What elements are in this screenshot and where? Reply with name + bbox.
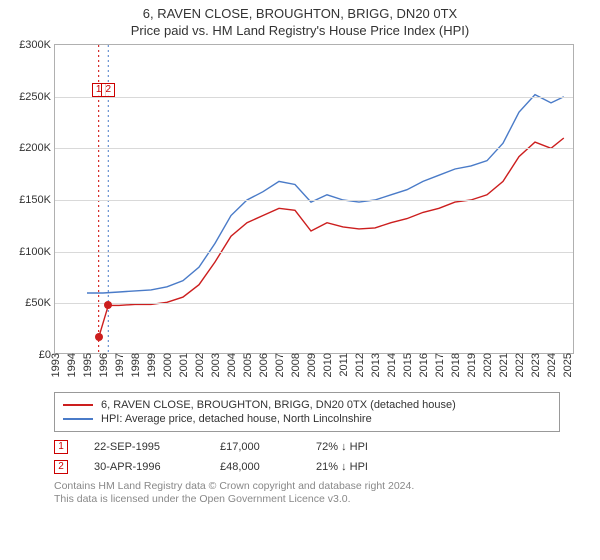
sale-point <box>104 301 112 309</box>
x-tick-label: 2003 <box>208 353 222 377</box>
x-tick-label: 2017 <box>432 353 446 377</box>
x-tick-label: 2004 <box>224 353 238 377</box>
x-tick-label: 2025 <box>560 353 574 377</box>
legend: 6, RAVEN CLOSE, BROUGHTON, BRIGG, DN20 0… <box>54 392 560 432</box>
attribution-line: Contains HM Land Registry data © Crown c… <box>54 480 560 493</box>
y-tick-label: £100K <box>19 246 55 258</box>
sales-list: 1 22-SEP-1995 £17,000 72% ↓ HPI 2 30-APR… <box>54 440 560 474</box>
gridline <box>55 148 573 149</box>
x-tick-label: 2013 <box>368 353 382 377</box>
sale-date: 30-APR-1996 <box>94 461 194 473</box>
x-tick-label: 2018 <box>448 353 462 377</box>
x-tick-label: 1998 <box>128 353 142 377</box>
sale-row: 1 22-SEP-1995 £17,000 72% ↓ HPI <box>54 440 560 454</box>
y-tick-label: £150K <box>19 194 55 206</box>
legend-label: HPI: Average price, detached house, Nort… <box>101 413 372 425</box>
x-tick-label: 1996 <box>96 353 110 377</box>
title-line-1: 6, RAVEN CLOSE, BROUGHTON, BRIGG, DN20 0… <box>0 6 600 21</box>
legend-item: HPI: Average price, detached house, Nort… <box>63 413 551 425</box>
x-tick-label: 2012 <box>352 353 366 377</box>
gridline <box>55 303 573 304</box>
gridline <box>55 252 573 253</box>
legend-item: 6, RAVEN CLOSE, BROUGHTON, BRIGG, DN20 0… <box>63 399 551 411</box>
x-tick-label: 2001 <box>176 353 190 377</box>
sale-marker-box: 2 <box>101 83 115 97</box>
series-line-property <box>99 138 564 337</box>
sale-price: £48,000 <box>220 461 290 473</box>
x-tick-label: 2010 <box>320 353 334 377</box>
x-tick-label: 2006 <box>256 353 270 377</box>
sale-delta: 21% ↓ HPI <box>316 461 368 473</box>
x-tick-label: 2019 <box>464 353 478 377</box>
sale-point <box>95 333 103 341</box>
x-tick-label: 2007 <box>272 353 286 377</box>
gridline <box>55 200 573 201</box>
plot-area: £0£50K£100K£150K£200K£250K£300K199319941… <box>54 44 574 354</box>
x-tick-label: 2020 <box>480 353 494 377</box>
x-tick-label: 1997 <box>112 353 126 377</box>
x-tick-label: 1994 <box>64 353 78 377</box>
sale-marker-box: 1 <box>54 440 68 454</box>
gridline <box>55 97 573 98</box>
legend-label: 6, RAVEN CLOSE, BROUGHTON, BRIGG, DN20 0… <box>101 399 456 411</box>
x-tick-label: 2016 <box>416 353 430 377</box>
x-tick-label: 2000 <box>160 353 174 377</box>
x-tick-label: 2008 <box>288 353 302 377</box>
x-tick-label: 2002 <box>192 353 206 377</box>
x-tick-label: 1993 <box>48 353 62 377</box>
title-line-2: Price paid vs. HM Land Registry's House … <box>0 23 600 38</box>
x-tick-label: 2015 <box>400 353 414 377</box>
sale-date: 22-SEP-1995 <box>94 441 194 453</box>
chart-wrap: £0£50K£100K£150K£200K£250K£300K199319941… <box>54 44 586 354</box>
x-tick-label: 2011 <box>336 353 350 377</box>
x-tick-label: 2023 <box>528 353 542 377</box>
y-tick-label: £200K <box>19 142 55 154</box>
x-tick-label: 2014 <box>384 353 398 377</box>
y-tick-label: £300K <box>19 39 55 51</box>
x-tick-label: 2021 <box>496 353 510 377</box>
sale-marker-box: 2 <box>54 460 68 474</box>
attribution-line: This data is licensed under the Open Gov… <box>54 493 560 506</box>
attribution: Contains HM Land Registry data © Crown c… <box>54 480 560 506</box>
x-tick-label: 2022 <box>512 353 526 377</box>
y-tick-label: £250K <box>19 91 55 103</box>
x-tick-label: 2005 <box>240 353 254 377</box>
chart-title-block: 6, RAVEN CLOSE, BROUGHTON, BRIGG, DN20 0… <box>0 0 600 38</box>
y-tick-label: £50K <box>25 297 55 309</box>
legend-swatch <box>63 418 93 420</box>
sale-price: £17,000 <box>220 441 290 453</box>
sale-delta: 72% ↓ HPI <box>316 441 368 453</box>
series-line-hpi <box>87 95 564 293</box>
x-tick-label: 2024 <box>544 353 558 377</box>
x-tick-label: 1999 <box>144 353 158 377</box>
sale-row: 2 30-APR-1996 £48,000 21% ↓ HPI <box>54 460 560 474</box>
legend-swatch <box>63 404 93 406</box>
x-tick-label: 1995 <box>80 353 94 377</box>
x-tick-label: 2009 <box>304 353 318 377</box>
